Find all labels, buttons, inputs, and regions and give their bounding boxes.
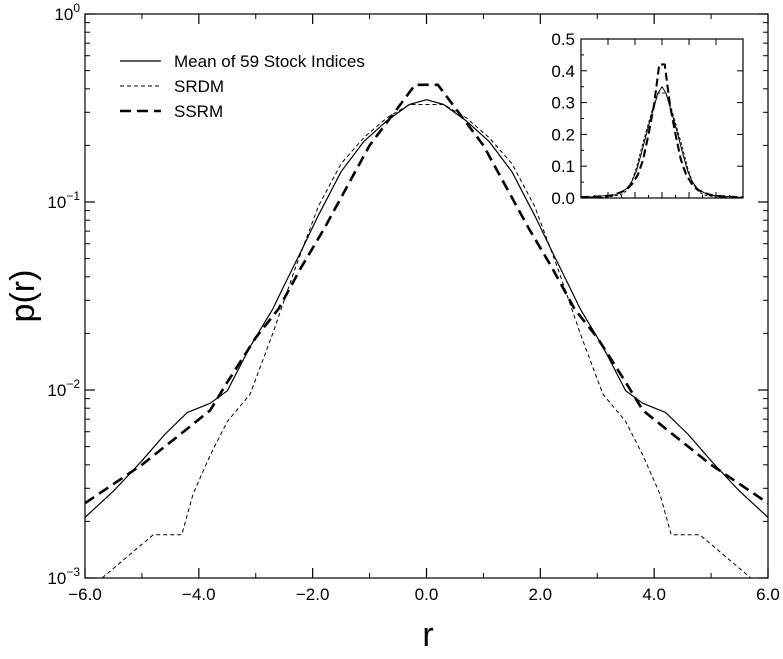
inset-y-tick-label: 0.1 (551, 157, 575, 176)
inset-y-tick-label: 0.0 (551, 189, 575, 208)
x-tick-label: 4.0 (642, 585, 666, 604)
y-tick-label: 10−2 (47, 377, 80, 400)
y-tick-label: 10−1 (47, 189, 80, 212)
x-tick-label: 6.0 (756, 585, 780, 604)
inset-background (581, 39, 743, 198)
legend-label-srdm: SRDM (174, 77, 224, 96)
y-tick-label: 10−3 (47, 565, 80, 588)
x-tick-label: 2.0 (529, 585, 553, 604)
legend: Mean of 59 Stock Indices SRDM SSRM (120, 52, 365, 121)
y-axis-title: p(r) (4, 270, 42, 323)
series-line-srdm (101, 104, 752, 579)
inset-y-tick-label: 0.3 (551, 94, 575, 113)
main-y-tick-labels: 100 10−1 10−2 10−3 (47, 1, 80, 588)
y-tick-label: 100 (54, 1, 80, 24)
x-tick-label: −4.0 (182, 585, 216, 604)
legend-label-mean: Mean of 59 Stock Indices (174, 52, 365, 71)
inset-plot-frame (580, 38, 744, 199)
legend-label-ssrm: SSRM (174, 102, 223, 121)
x-tick-label: −2.0 (296, 585, 330, 604)
main-axis-ticks (84, 13, 769, 579)
series-line-ssrm (84, 83, 769, 505)
inset-y-tick-label: 0.4 (551, 62, 575, 81)
x-tick-label: −6.0 (68, 585, 102, 604)
inset-series-line-ssrm (580, 63, 744, 199)
main-x-tick-labels: −6.0 −4.0 −2.0 0.0 2.0 4.0 6.0 (68, 585, 780, 604)
inset-y-tick-label: 0.5 (551, 30, 575, 49)
inset-y-tick-labels: 0.0 0.1 0.2 0.3 0.4 0.5 (551, 30, 575, 208)
inset-series-line-srdm (584, 92, 740, 199)
inset-series-group (580, 63, 744, 199)
x-axis-title: r (422, 616, 433, 654)
x-tick-label: 0.0 (415, 585, 439, 604)
inset-y-tick-label: 0.2 (551, 125, 575, 144)
main-series-group (84, 83, 769, 579)
